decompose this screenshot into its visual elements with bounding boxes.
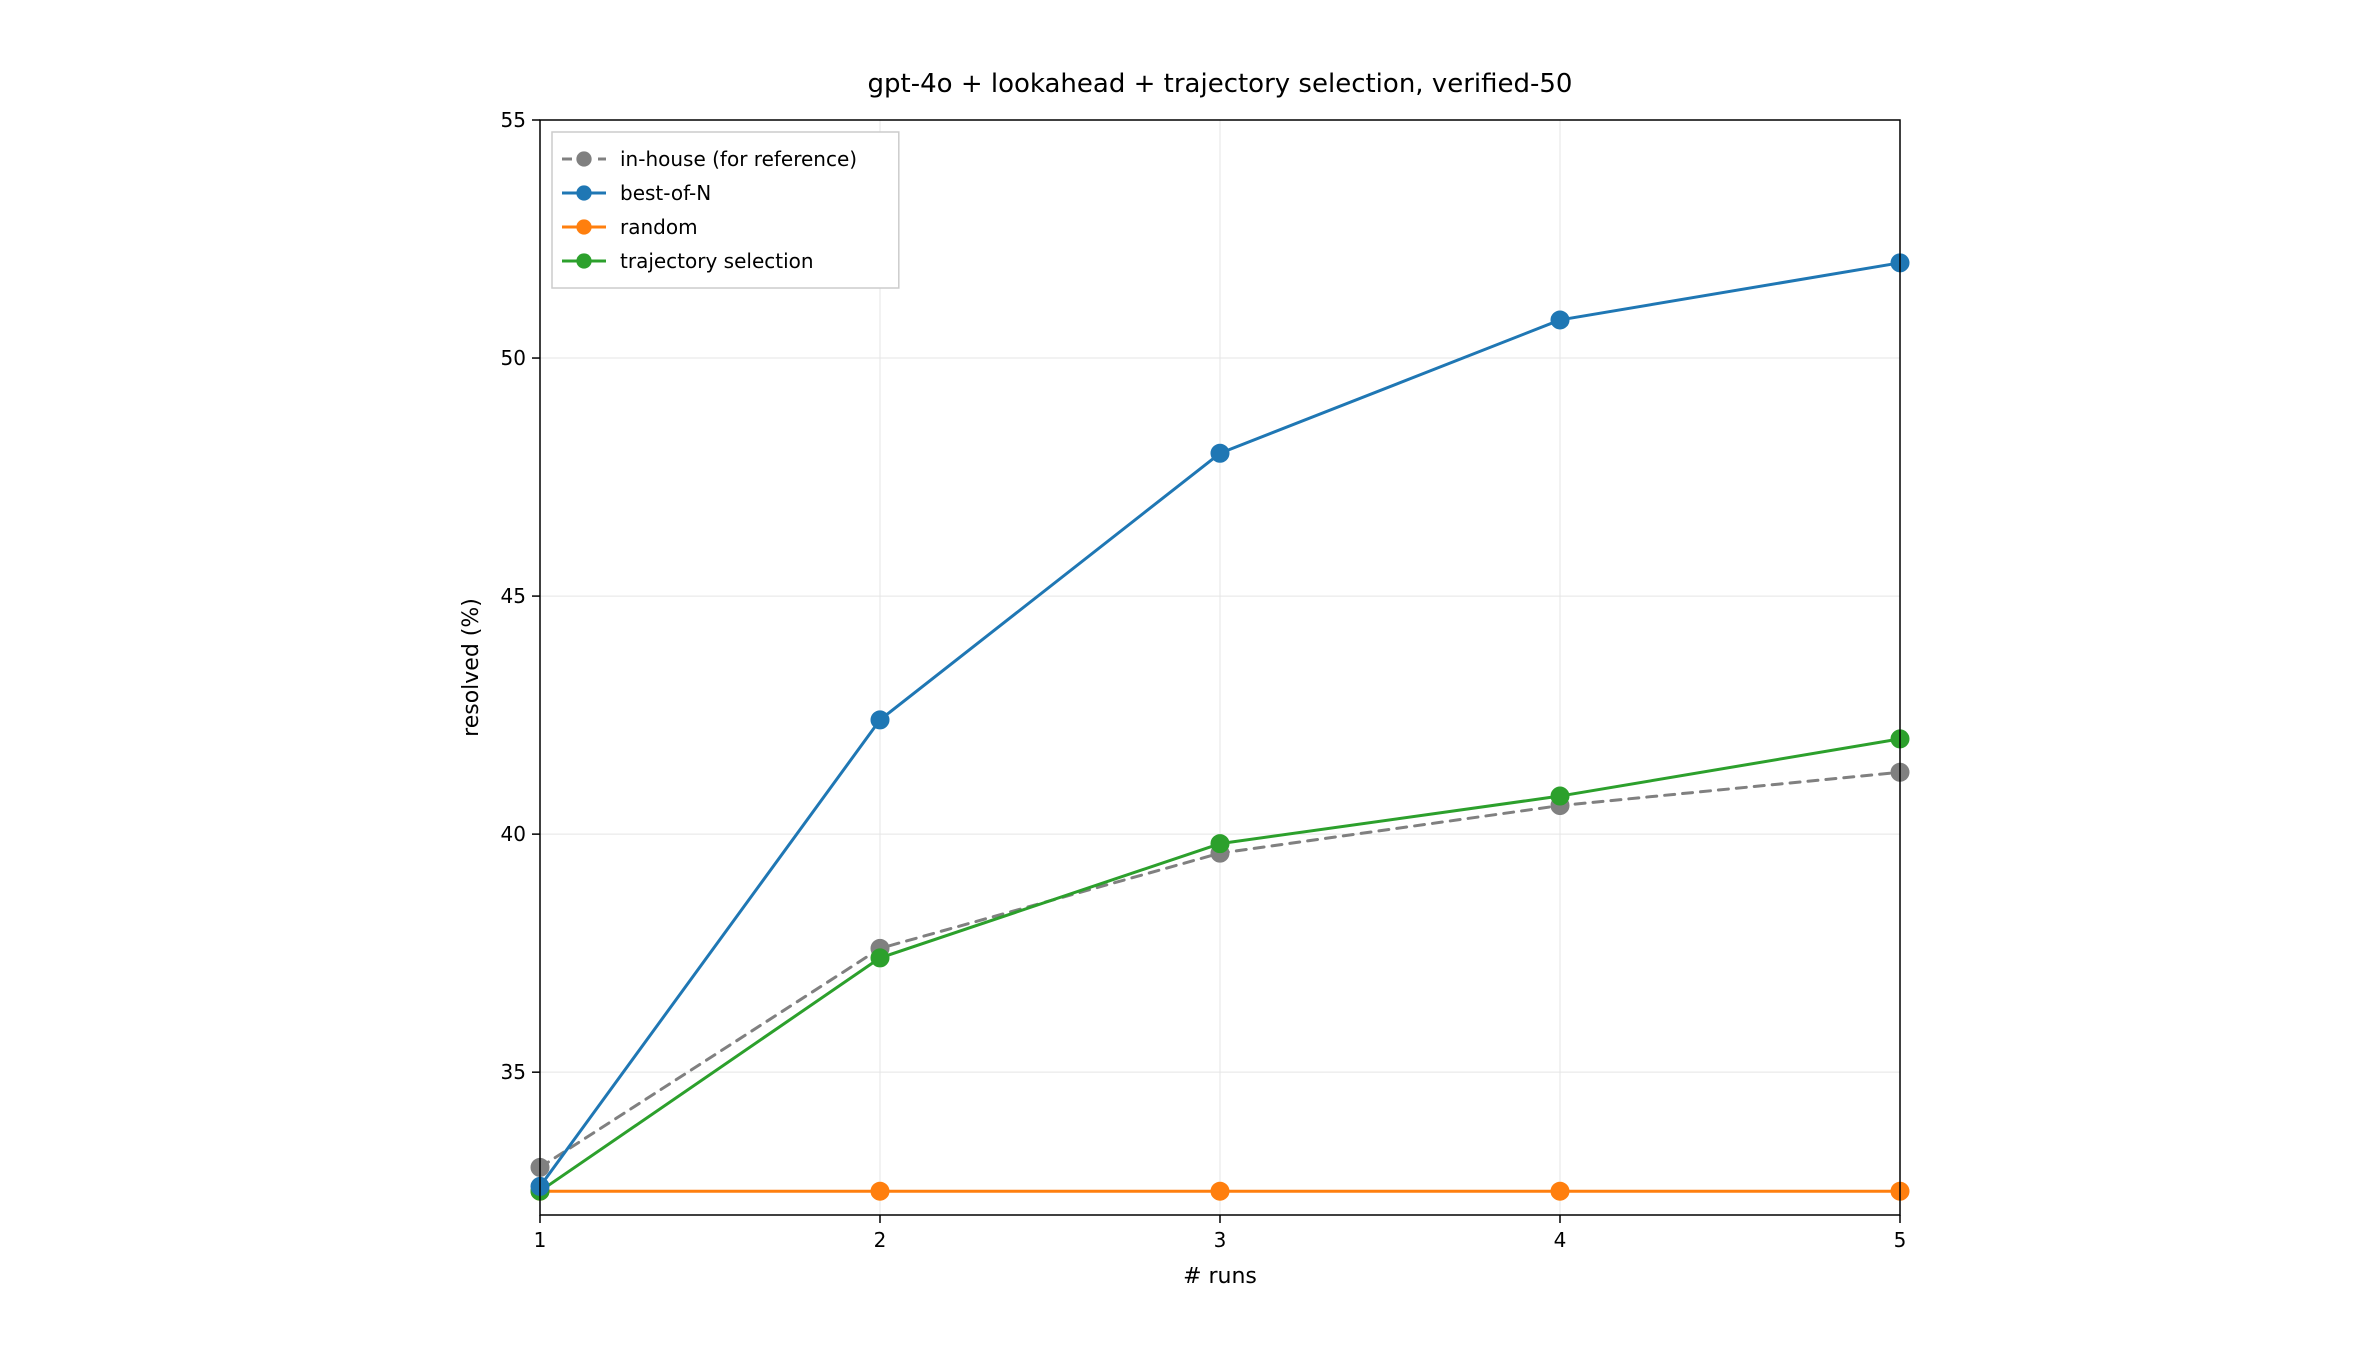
- legend-label: best-of-N: [620, 181, 711, 205]
- series-marker-best_of_n: [1551, 311, 1569, 329]
- legend-sample-marker: [576, 151, 591, 166]
- y-tick-label: 50: [501, 346, 526, 370]
- series-marker-trajectory_selection: [871, 949, 889, 967]
- series-marker-best_of_n: [1211, 444, 1229, 462]
- series-marker-random: [871, 1182, 889, 1200]
- figure-stage: 123453540455055# runsresolved (%)gpt-4o …: [0, 0, 2356, 1370]
- y-tick-label: 45: [501, 584, 526, 608]
- legend-label: trajectory selection: [620, 249, 814, 273]
- x-tick-label: 3: [1214, 1228, 1227, 1252]
- x-tick-label: 1: [534, 1228, 547, 1252]
- y-tick-label: 40: [501, 822, 526, 846]
- y-tick-label: 35: [501, 1060, 526, 1084]
- line-chart: 123453540455055# runsresolved (%)gpt-4o …: [0, 0, 2356, 1370]
- legend-label: random: [620, 215, 698, 239]
- chart-title: gpt-4o + lookahead + trajectory selectio…: [868, 69, 1573, 99]
- series-marker-trajectory_selection: [1551, 787, 1569, 805]
- series-marker-best_of_n: [871, 711, 889, 729]
- x-tick-label: 4: [1554, 1228, 1567, 1252]
- x-axis-label: # runs: [1183, 1264, 1257, 1289]
- y-axis-label: resolved (%): [459, 598, 484, 737]
- legend-label: in-house (for reference): [620, 147, 857, 171]
- legend-sample-marker: [576, 185, 591, 200]
- legend-sample-marker: [576, 253, 591, 268]
- x-tick-label: 5: [1894, 1228, 1907, 1252]
- series-marker-random: [1551, 1182, 1569, 1200]
- y-tick-label: 55: [501, 108, 526, 132]
- chart-container: 123453540455055# runsresolved (%)gpt-4o …: [0, 0, 2356, 1370]
- x-tick-label: 2: [874, 1228, 887, 1252]
- series-marker-random: [1211, 1182, 1229, 1200]
- series-marker-trajectory_selection: [1211, 835, 1229, 853]
- legend-sample-marker: [576, 219, 591, 234]
